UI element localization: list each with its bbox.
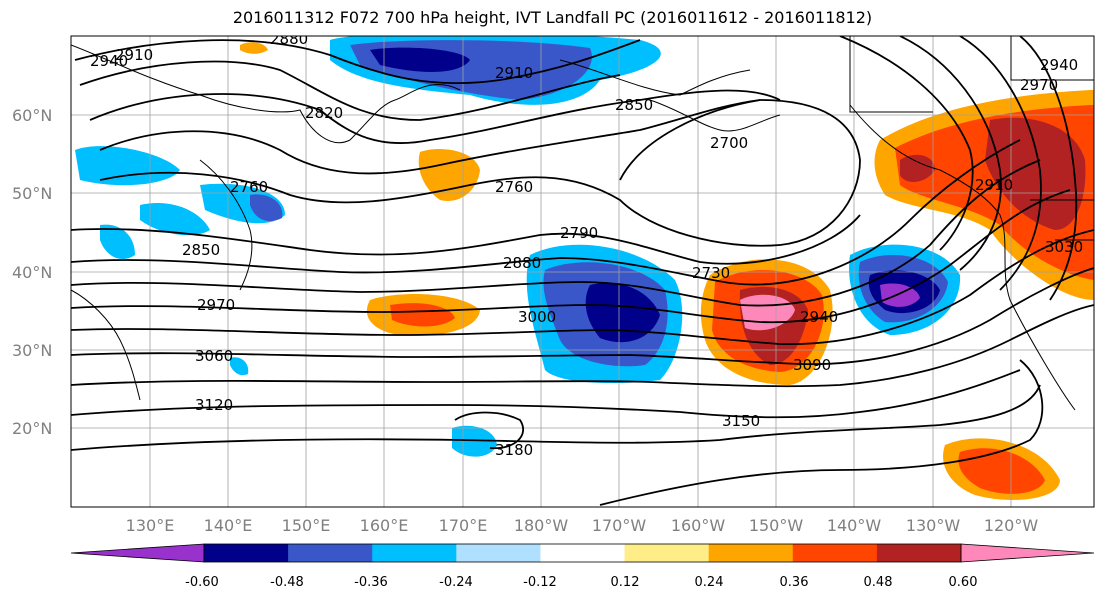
lon-tick-label: 140°W xyxy=(827,516,882,535)
graticule xyxy=(71,36,1094,507)
contour-label: 2910 xyxy=(115,46,153,64)
colorbar xyxy=(70,543,1095,563)
colorbar-tick-label: 0.48 xyxy=(864,575,893,590)
lat-tick-label: 60°N xyxy=(12,106,52,125)
colorbar-segment xyxy=(792,544,878,562)
lat-tick-label: 50°N xyxy=(12,184,52,203)
lon-tick-label: 160°E xyxy=(360,516,409,535)
contour-label: 2970 xyxy=(1020,76,1058,94)
colorbar-tick-label: 0.60 xyxy=(949,575,978,590)
colorbar-tick-label: -0.12 xyxy=(523,575,557,590)
contour-label: 3120 xyxy=(195,396,233,414)
colorbar-segment xyxy=(540,544,626,562)
contour-label: 3150 xyxy=(722,412,760,430)
lat-tick-label: 30°N xyxy=(12,341,52,360)
contour-label: 2820 xyxy=(305,104,343,122)
contour-label: 2940 xyxy=(90,52,128,70)
lon-tick-label: 170°W xyxy=(592,516,647,535)
colorbar-extend-low xyxy=(70,543,205,563)
lon-tick-label: 150°E xyxy=(282,516,331,535)
colorbar-tick-label: -0.48 xyxy=(270,575,304,590)
colorbar-tick-label: 0.12 xyxy=(611,575,640,590)
contour-label: 3180 xyxy=(495,441,533,459)
lon-tick-label: 130°W xyxy=(906,516,961,535)
colorbar-segment xyxy=(456,544,541,562)
contour-label: 2940 xyxy=(1040,56,1078,74)
contour-label: 2910 xyxy=(975,176,1013,194)
contour-label: 2850 xyxy=(182,241,220,259)
colorbar-tick-label: 0.36 xyxy=(780,575,809,590)
contour-label: 2760 xyxy=(495,178,533,196)
latitude-labels: 60°N 50°N 40°N 30°N 20°N xyxy=(12,106,52,438)
lat-tick-label: 20°N xyxy=(12,419,52,438)
colorbar-tick-label: -0.36 xyxy=(354,575,388,590)
lat-tick-label: 40°N xyxy=(12,263,52,282)
contour-label: 2910 xyxy=(495,64,533,82)
colorbar-segment xyxy=(204,544,289,562)
contour-label: 2730 xyxy=(692,264,730,282)
map-frame xyxy=(70,35,1095,508)
contour-label: 3090 xyxy=(793,356,831,374)
colorbar-segment xyxy=(288,544,373,562)
colorbar-tick-label: -0.24 xyxy=(439,575,473,590)
contour-labels: 2940 2910 2880 2910 2820 2850 2760 2700 … xyxy=(90,30,1083,459)
lon-tick-label: 170°E xyxy=(439,516,488,535)
contour-label: 3000 xyxy=(518,308,556,326)
lon-tick-label: 130°E xyxy=(126,516,175,535)
lon-tick-label: 160°W xyxy=(671,516,726,535)
contour-label: 2760 xyxy=(230,178,268,196)
contour-label: 2970 xyxy=(197,296,235,314)
lon-tick-label: 150°W xyxy=(749,516,804,535)
lon-tick-label: 120°W xyxy=(984,516,1039,535)
colorbar-tick-labels: -0.60 -0.48 -0.36 -0.24 -0.12 0.12 0.24 … xyxy=(185,575,977,590)
colorbar-tick-label: 0.24 xyxy=(695,575,724,590)
contour-label: 2700 xyxy=(710,134,748,152)
contour-label: 3060 xyxy=(195,347,233,365)
colorbar-segment xyxy=(624,544,710,562)
map-title: 2016011312 F072 700 hPa height, IVT Land… xyxy=(232,8,873,27)
longitude-labels: 130°E 140°E 150°E 160°E 170°E 180°W 170°… xyxy=(126,516,1039,535)
contour-label: 2880 xyxy=(270,30,308,48)
contour-label: 2880 xyxy=(503,254,541,272)
colorbar-segment xyxy=(708,544,794,562)
contour-label: 2940 xyxy=(800,308,838,326)
colorbar-segment xyxy=(876,544,962,562)
contour-label: 2850 xyxy=(615,96,653,114)
colorbar-tick-label: -0.60 xyxy=(185,575,219,590)
contour-label: 3030 xyxy=(1045,238,1083,256)
lon-tick-label: 140°E xyxy=(204,516,253,535)
colorbar-outline xyxy=(203,543,962,563)
height-contours xyxy=(71,36,1094,506)
colorbar-extend-high xyxy=(960,543,1095,563)
lon-tick-label: 180°W xyxy=(514,516,569,535)
contour-label: 2790 xyxy=(560,224,598,242)
colorbar-segment xyxy=(372,544,457,562)
